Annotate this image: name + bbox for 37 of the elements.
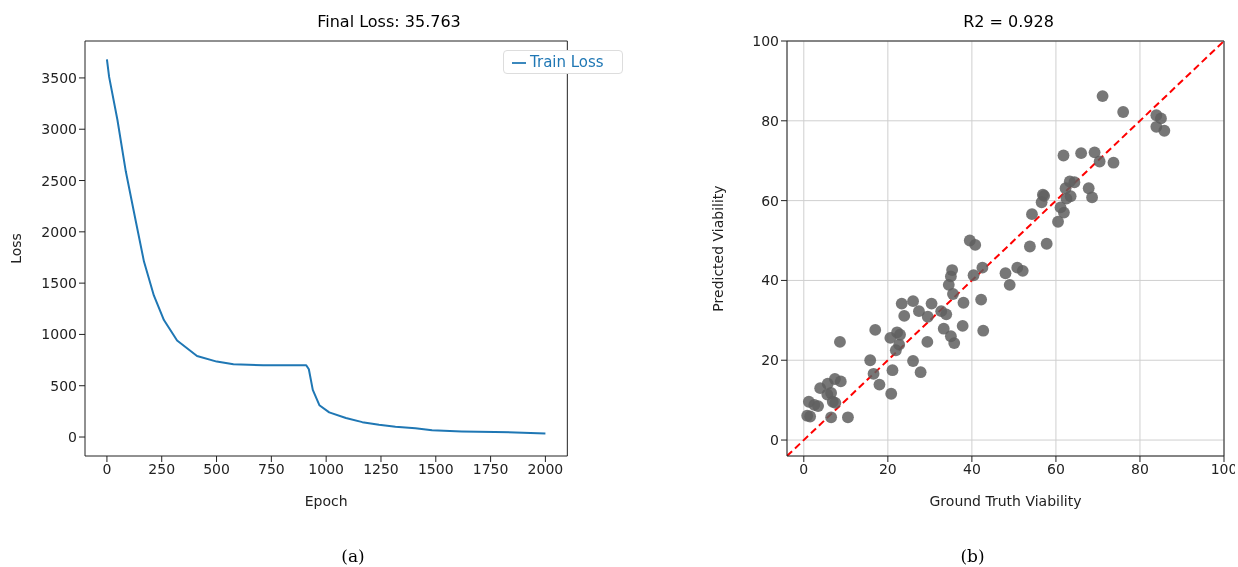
- y-tick-label: 1500: [41, 275, 77, 292]
- x-tick-label: 20: [878, 460, 897, 477]
- x-tick-label: 500: [203, 460, 230, 477]
- x-tick-label: 250: [148, 460, 176, 477]
- x-axis-title: Ground Truth Viability: [929, 493, 1082, 509]
- y-tick-label: 80: [761, 112, 779, 129]
- y-tick-label: 2000: [41, 223, 77, 240]
- y-axis-title: Loss: [7, 233, 24, 264]
- y-tick-label: 1000: [41, 326, 77, 343]
- y-tick-label: 20: [761, 352, 779, 369]
- x-axis-title: Epoch: [304, 493, 348, 509]
- chart-title: Final Loss: 35.763: [316, 12, 462, 31]
- x-tick-label: 80: [1131, 460, 1149, 477]
- chart-title: R2 = 0.928: [962, 12, 1055, 31]
- x-tick-label: 1750: [472, 460, 509, 477]
- x-tick-label: 1000: [308, 460, 344, 477]
- y-tick-label: 2500: [41, 172, 77, 189]
- y-tick-label: 3500: [41, 69, 77, 86]
- y-tick-label: 60: [761, 192, 779, 209]
- x-tick-label: 60: [1047, 460, 1065, 477]
- y-axis-title: Predicted Viability: [709, 185, 726, 312]
- x-tick-label: 2000: [527, 460, 564, 477]
- y-tick-label: 0: [68, 428, 77, 445]
- y-tick-label: 0: [770, 432, 779, 449]
- y-tick-label: 100: [752, 32, 779, 49]
- y-tick-label: 500: [50, 377, 77, 394]
- x-tick-label: 0: [799, 460, 809, 477]
- x-tick-label: 750: [257, 460, 285, 477]
- x-tick-label: 0: [102, 460, 112, 477]
- y-tick-label: 40: [761, 272, 779, 289]
- y-tick-label: 3000: [41, 121, 77, 138]
- legend-label: Train Loss: [530, 53, 604, 71]
- x-tick-label: 1250: [363, 460, 399, 477]
- x-tick-label: 40: [962, 460, 981, 477]
- text: (b): [959, 546, 986, 566]
- text: (a): [340, 546, 366, 566]
- x-tick-label: 1500: [417, 460, 454, 477]
